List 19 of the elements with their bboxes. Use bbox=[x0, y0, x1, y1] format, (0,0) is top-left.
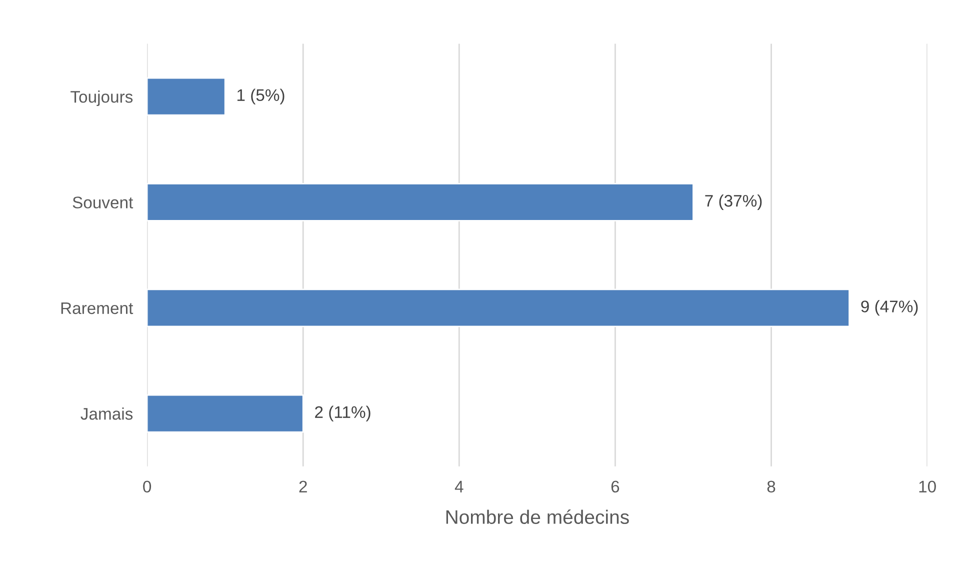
y-tick-label: Toujours bbox=[70, 90, 133, 106]
y-tick-label: Rarement bbox=[61, 302, 134, 314]
bar bbox=[147, 394, 304, 433]
y-tick-label: Souvent bbox=[72, 196, 134, 208]
bar bbox=[147, 288, 850, 328]
x-tick-label: 6 bbox=[611, 480, 620, 493]
data-label: 7 (37%) bbox=[705, 194, 762, 210]
x-tick-label: 10 bbox=[919, 480, 936, 493]
x-axis-title: Nombre de médecins bbox=[446, 509, 629, 524]
bar bbox=[147, 183, 694, 222]
x-tick-label: 0 bbox=[143, 480, 152, 493]
data-label: 1 (5%) bbox=[237, 88, 284, 104]
x-tick-label: 8 bbox=[767, 480, 776, 493]
x-tick-label: 2 bbox=[299, 480, 307, 492]
data-label: 9 (47%) bbox=[861, 300, 918, 316]
x-tick-label: 4 bbox=[454, 480, 464, 492]
data-label: 2 (11%) bbox=[315, 406, 370, 422]
bar bbox=[147, 77, 226, 116]
y-tick-label: Jamais bbox=[80, 408, 133, 420]
